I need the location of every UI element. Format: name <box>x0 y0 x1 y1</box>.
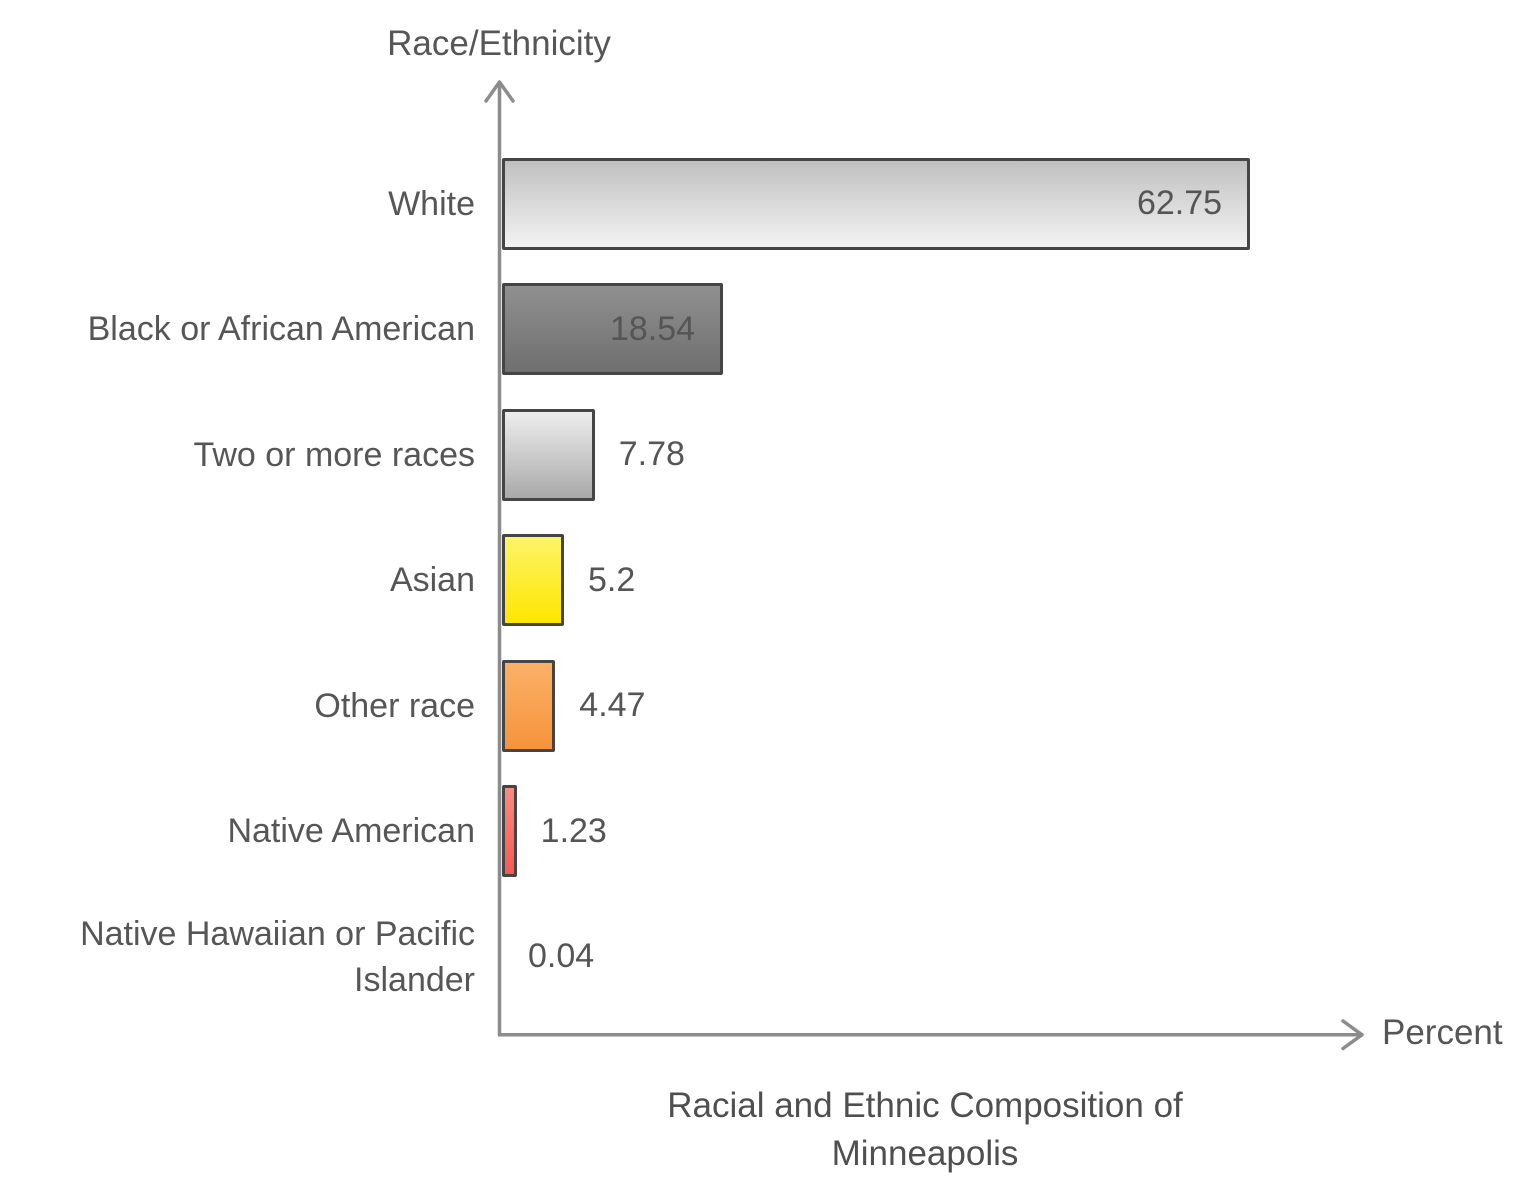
x-axis-title: Percent <box>1382 1013 1503 1052</box>
bar-white <box>502 157 1250 250</box>
value-label: 5.2 <box>587 560 636 599</box>
chart-title-line-1: Racial and Ethnic Composition of <box>667 1086 1183 1125</box>
category-label: Native Hawaiian or Pacific Islander <box>80 914 475 999</box>
bar-zone: 18.54 <box>502 283 1536 376</box>
value-label: 1.23 <box>540 811 607 850</box>
value-label: 18.54 <box>609 309 696 348</box>
bar-row-other-race: Other race 4.47 <box>0 643 1536 769</box>
bar-zone: 4.47 <box>502 659 1536 752</box>
bar-row-asian: Asian 5.2 <box>0 518 1536 644</box>
bar-row-white: White 62.75 <box>0 141 1536 267</box>
value-label: 0.04 <box>528 937 595 976</box>
value-label: 4.47 <box>579 686 646 725</box>
bar-zone: 7.78 <box>502 408 1536 501</box>
bar-rows: White 62.75 Black or African American 18… <box>0 141 1536 1020</box>
bar-row-native-american: Native American 1.23 <box>0 769 1536 895</box>
bar-zone: 5.2 <box>502 534 1536 627</box>
bar-zone: 0.04 <box>502 911 1536 1003</box>
value-label: 7.78 <box>618 435 685 474</box>
chart-title-line-2: Minneapolis <box>831 1134 1019 1173</box>
bar-row-black-or-african-american: Black or African American 18.54 <box>0 267 1536 393</box>
category-label: Other race <box>314 686 475 725</box>
bar-asian <box>502 534 564 627</box>
bar-zone: 1.23 <box>502 785 1536 878</box>
bar-other-race <box>502 659 556 752</box>
bar-row-native-hawaiian-or-pacific-islander: Native Hawaiian or Pacific Islander 0.04 <box>0 894 1536 1020</box>
chart-title: Racial and Ethnic Composition of Minneap… <box>460 1082 1390 1178</box>
bar-zone: 62.75 <box>502 157 1536 250</box>
category-label: Two or more races <box>193 435 475 474</box>
bar-row-two-or-more-races: Two or more races 7.78 <box>0 392 1536 518</box>
bar-black-or-african-american <box>502 283 723 376</box>
category-label: Black or African American <box>87 310 475 349</box>
y-axis-arrow-icon <box>484 80 515 103</box>
y-axis-title: Race/Ethnicity <box>387 24 611 63</box>
bar-two-or-more-races <box>502 408 595 501</box>
category-label: Asian <box>389 561 475 600</box>
category-label: White <box>388 184 475 223</box>
category-label: Native American <box>227 812 475 851</box>
x-axis-arrow-icon <box>1341 1019 1364 1051</box>
bar-native-american <box>502 785 517 878</box>
value-label: 62.75 <box>1136 184 1223 223</box>
